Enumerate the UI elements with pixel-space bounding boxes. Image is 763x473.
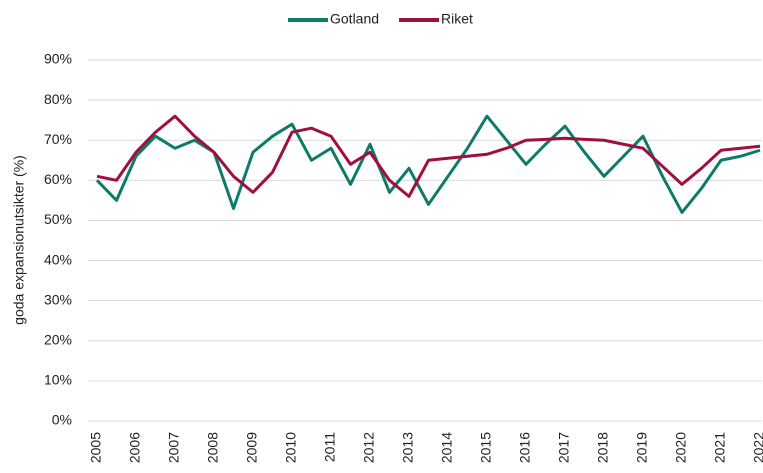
y-tick-label: 10% [44, 372, 72, 388]
y-tick-label: 20% [44, 331, 72, 347]
legend-label: Gotland [330, 11, 379, 27]
y-tick-label: 60% [44, 171, 72, 187]
x-tick-label: 2015 [478, 432, 494, 463]
y-tick-label: 50% [44, 211, 72, 227]
x-tick-label: 2017 [556, 432, 572, 463]
x-tick-label: 2021 [712, 432, 728, 463]
x-tick-label: 2018 [595, 432, 611, 463]
x-tick-label: 2007 [166, 432, 182, 463]
legend-label: Riket [441, 11, 473, 27]
y-axis-label: goda expansionutsikter (%) [11, 155, 27, 325]
y-tick-label: 90% [44, 51, 72, 67]
x-tick-label: 2010 [283, 432, 299, 463]
x-tick-label: 2006 [127, 432, 143, 463]
x-tick-label: 2008 [205, 432, 221, 463]
x-tick-label: 2013 [400, 432, 416, 463]
series-line [96, 114, 761, 198]
x-tick-label: 2014 [439, 432, 455, 463]
x-tick-label: 2005 [88, 432, 104, 463]
x-tick-label: 2016 [517, 432, 533, 463]
y-tick-label: 40% [44, 251, 72, 267]
y-tick-label: 80% [44, 91, 72, 107]
x-tick-label: 2011 [322, 432, 338, 462]
x-tick-label: 2019 [634, 432, 650, 463]
y-tick-label: 70% [44, 131, 72, 147]
x-tick-label: 2012 [361, 432, 377, 463]
y-tick-label: 0% [52, 412, 72, 428]
x-tick-label: 2020 [673, 432, 689, 463]
x-tick-label: 2009 [244, 432, 260, 463]
x-tick-label: 2022 [751, 432, 763, 463]
y-tick-label: 30% [44, 291, 72, 307]
